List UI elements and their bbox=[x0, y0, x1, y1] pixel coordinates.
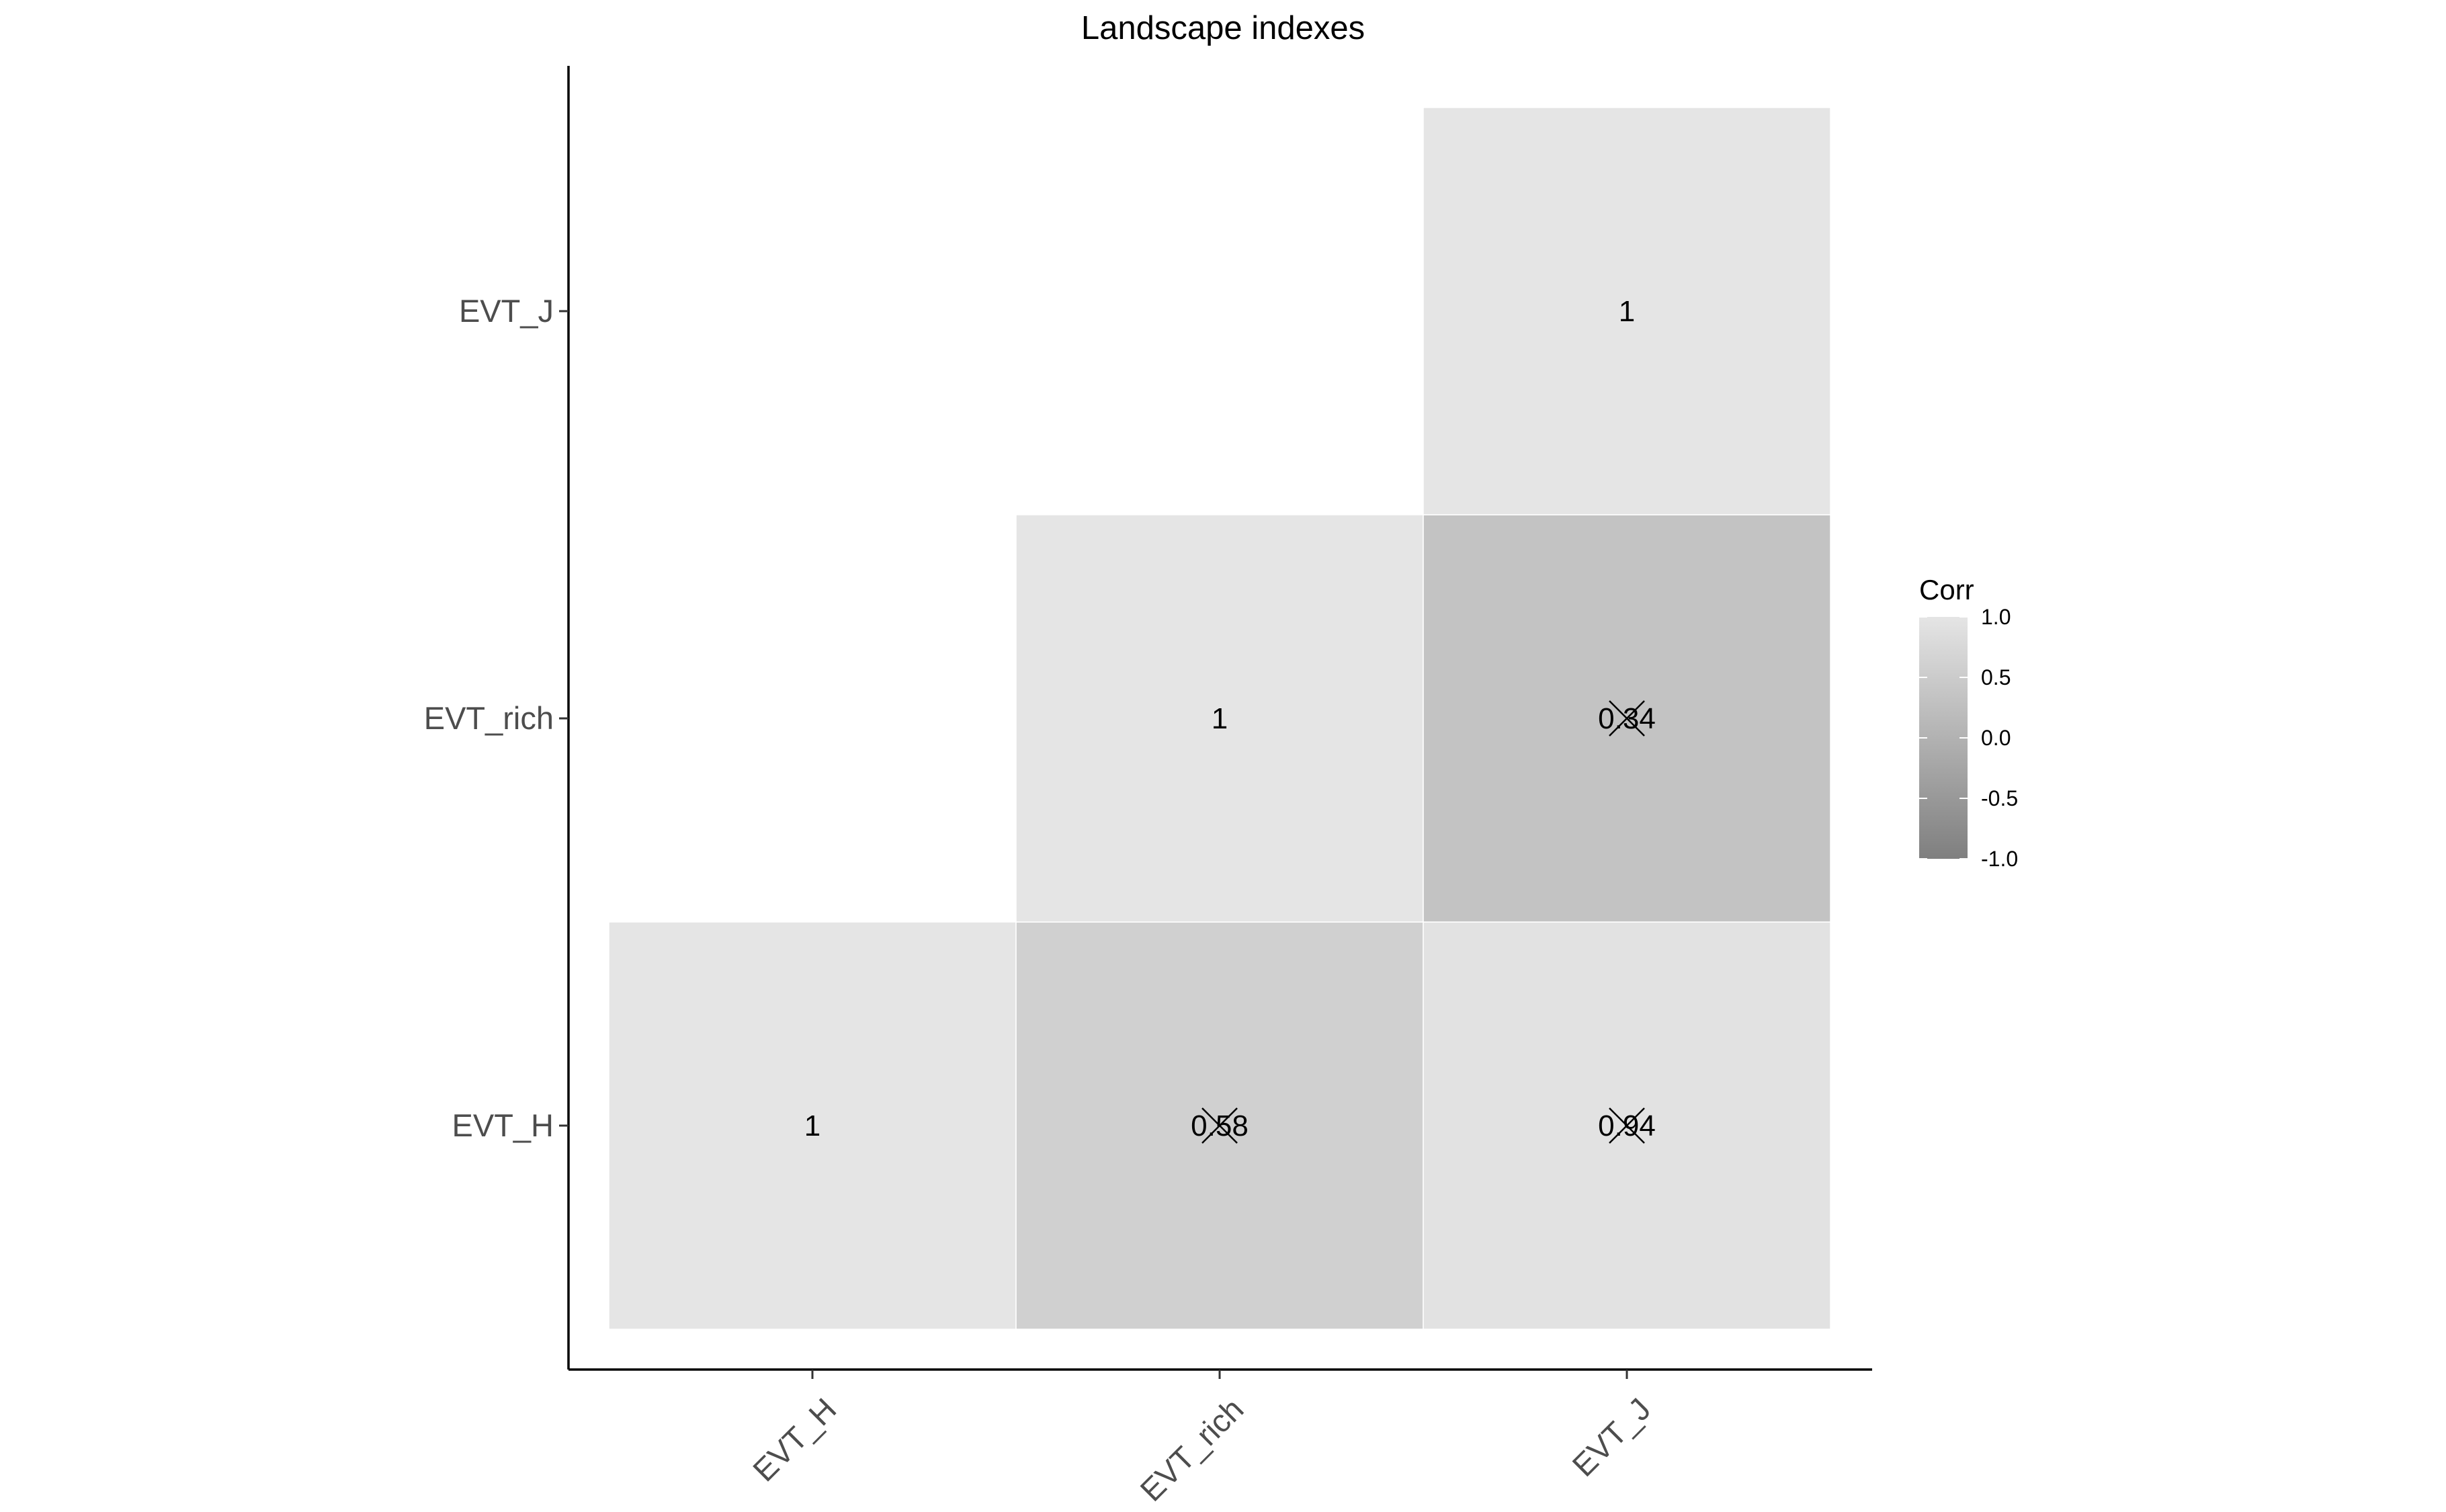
legend-tick-label: -0.5 bbox=[1981, 786, 2018, 810]
cell-value-label: 1 bbox=[804, 1109, 820, 1142]
x-tick-label: EVT_J bbox=[1565, 1391, 1657, 1483]
y-tick-label: EVT_H bbox=[452, 1107, 554, 1143]
x-tick-label: EVT_H bbox=[746, 1391, 843, 1488]
cell-value-label: 1 bbox=[1212, 702, 1228, 735]
legend: Corr 1.0 0.5 0.0 -0.5 -1.0 bbox=[1919, 574, 2018, 871]
cell-rect bbox=[1015, 514, 1424, 923]
heatmap-cell: 1 bbox=[608, 921, 1017, 1330]
heatmap-cell: 0.58 bbox=[1015, 921, 1424, 1330]
heatmap-cell: 0.94 bbox=[1423, 921, 1831, 1330]
cross-mark bbox=[1609, 700, 1645, 737]
heatmap-cells: 1 0.580.94 1 0.34 1 bbox=[608, 107, 1831, 1330]
x-tick-label: EVT_rich bbox=[1133, 1391, 1250, 1508]
heatmap-cell: 1 bbox=[1015, 514, 1424, 923]
cross-mark bbox=[1609, 1107, 1645, 1144]
legend-tick-label: 0.0 bbox=[1981, 726, 2011, 750]
cell-value-label: 1 bbox=[1619, 295, 1635, 328]
cell-rect bbox=[608, 921, 1017, 1330]
y-tick-label: EVT_rich bbox=[424, 700, 554, 736]
chart-title: Landscape indexes bbox=[1081, 10, 1365, 46]
legend-tick-label: 0.5 bbox=[1981, 665, 2011, 689]
cell-rect bbox=[1423, 107, 1831, 515]
heatmap-cell: 0.34 bbox=[1423, 514, 1831, 923]
cross-mark bbox=[1201, 1107, 1238, 1144]
legend-tick-label: -1.0 bbox=[1981, 847, 2018, 871]
heatmap-cell: 1 bbox=[1423, 107, 1831, 515]
legend-tick-label: 1.0 bbox=[1981, 605, 2011, 629]
legend-title: Corr bbox=[1919, 574, 1974, 605]
y-tick-label: EVT_J bbox=[459, 293, 554, 329]
